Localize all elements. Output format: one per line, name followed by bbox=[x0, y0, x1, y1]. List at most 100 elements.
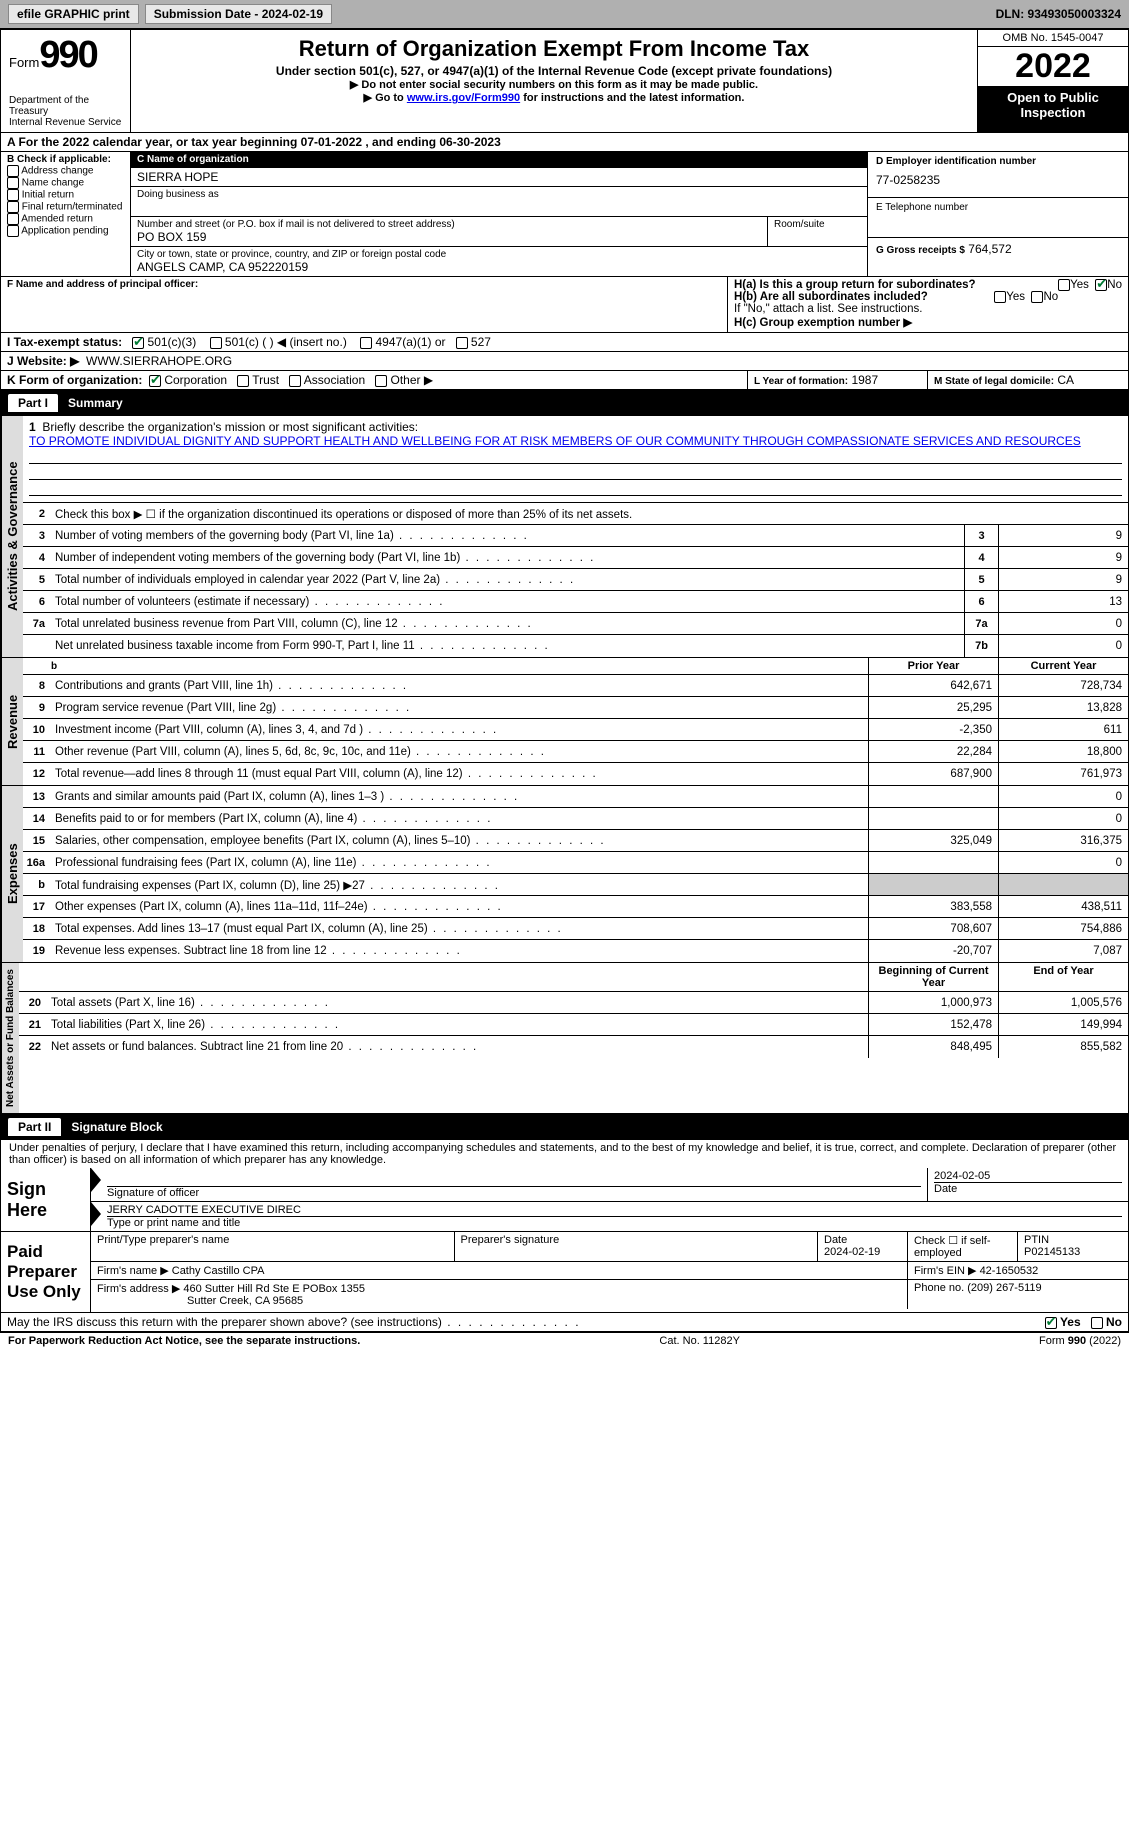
line-desc: Revenue less expenses. Subtract line 18 … bbox=[51, 943, 868, 959]
ha-yes-checkbox[interactable] bbox=[1058, 279, 1070, 291]
sign-here-label: Sign Here bbox=[1, 1168, 91, 1231]
ha-label: H(a) Is this a group return for subordin… bbox=[734, 279, 976, 291]
section-b-checkbox[interactable] bbox=[7, 177, 19, 189]
mission-text[interactable]: TO PROMOTE INDIVIDUAL DIGNITY AND SUPPOR… bbox=[29, 434, 1081, 448]
discuss-no-checkbox[interactable] bbox=[1091, 1317, 1103, 1329]
trust-checkbox[interactable] bbox=[237, 375, 249, 387]
prior-value bbox=[868, 852, 998, 873]
irs-link[interactable]: www.irs.gov/Form990 bbox=[407, 92, 520, 104]
current-value: 855,582 bbox=[998, 1036, 1128, 1058]
prior-value: 22,284 bbox=[868, 741, 998, 762]
line-value: 0 bbox=[998, 635, 1128, 657]
footer-center: Cat. No. 11282Y bbox=[659, 1335, 740, 1347]
section-b-checkbox[interactable] bbox=[7, 225, 19, 237]
addr-value: PO BOX 159 bbox=[137, 230, 761, 244]
paid-preparer-label: Paid Preparer Use Only bbox=[1, 1232, 91, 1312]
officer-name-label: Type or print name and title bbox=[107, 1216, 1122, 1229]
line-desc: Total assets (Part X, line 16) bbox=[47, 995, 868, 1011]
signature-declaration: Under penalties of perjury, I declare th… bbox=[0, 1140, 1129, 1168]
current-value bbox=[998, 874, 1128, 895]
section-b-checkbox[interactable] bbox=[7, 189, 19, 201]
city-value: ANGELS CAMP, CA 952220159 bbox=[137, 260, 861, 274]
prior-value: 848,495 bbox=[868, 1036, 998, 1058]
footer-right: Form 990 (2022) bbox=[1039, 1335, 1121, 1347]
prior-value: 687,900 bbox=[868, 763, 998, 785]
footer-left: For Paperwork Reduction Act Notice, see … bbox=[8, 1335, 360, 1347]
section-f-label: F Name and address of principal officer: bbox=[7, 279, 721, 290]
hb-yes-checkbox[interactable] bbox=[994, 291, 1006, 303]
line-desc: Salaries, other compensation, employee b… bbox=[51, 833, 868, 849]
section-b-checkbox[interactable] bbox=[7, 213, 19, 225]
sig-date: 2024-02-05 bbox=[934, 1170, 1122, 1182]
line-desc: Benefits paid to or for members (Part IX… bbox=[51, 811, 868, 827]
arrow-icon bbox=[91, 1202, 101, 1226]
sig-officer-label: Signature of officer bbox=[107, 1186, 921, 1199]
section-b-checkbox[interactable] bbox=[7, 201, 19, 213]
arrow-icon bbox=[91, 1168, 101, 1192]
prior-value: 1,000,973 bbox=[868, 992, 998, 1013]
527-checkbox[interactable] bbox=[456, 337, 468, 349]
section-b-checkbox[interactable] bbox=[7, 165, 19, 177]
submission-date-button[interactable]: Submission Date - 2024-02-19 bbox=[145, 4, 332, 24]
line-desc: Total unrelated business revenue from Pa… bbox=[51, 616, 964, 632]
current-value: 0 bbox=[998, 852, 1128, 873]
discuss-yes-checkbox[interactable] bbox=[1045, 1317, 1057, 1329]
current-value: 7,087 bbox=[998, 940, 1128, 962]
irs-text: Internal Revenue Service bbox=[9, 117, 122, 128]
vtab-net-assets: Net Assets or Fund Balances bbox=[1, 963, 19, 1113]
line-desc: Contributions and grants (Part VIII, lin… bbox=[51, 678, 868, 694]
current-value: 18,800 bbox=[998, 741, 1128, 762]
firm-phone: (209) 267-5119 bbox=[967, 1282, 1041, 1294]
self-employed: Check ☐ if self-employed bbox=[908, 1232, 1018, 1261]
line-value: 9 bbox=[998, 525, 1128, 546]
501c-checkbox[interactable] bbox=[210, 337, 222, 349]
efile-print-button[interactable]: efile GRAPHIC print bbox=[8, 4, 139, 24]
tax-year: 2022 bbox=[978, 47, 1128, 86]
prep-sig-label: Preparer's signature bbox=[455, 1232, 819, 1261]
ein-value: 77-0258235 bbox=[876, 167, 1120, 193]
section-i-label: I Tax-exempt status: bbox=[7, 335, 122, 349]
current-value: 0 bbox=[998, 808, 1128, 829]
4947-checkbox[interactable] bbox=[360, 337, 372, 349]
section-j-label: J Website: ▶ bbox=[7, 354, 79, 368]
note-ssn: ▶ Do not enter social security numbers o… bbox=[139, 78, 969, 91]
other-checkbox[interactable] bbox=[375, 375, 387, 387]
form-number: 990 bbox=[39, 34, 96, 76]
dln-text: DLN: 93493050003324 bbox=[996, 7, 1121, 21]
vtab-revenue: Revenue bbox=[1, 658, 23, 785]
topbar: efile GRAPHIC print Submission Date - 20… bbox=[0, 0, 1129, 29]
note-link: ▶ Go to www.irs.gov/Form990 for instruct… bbox=[139, 91, 969, 104]
current-value: 149,994 bbox=[998, 1014, 1128, 1035]
dept-text: Department of the Treasury bbox=[9, 95, 122, 117]
part-2-header: Part II Signature Block bbox=[0, 1114, 1129, 1140]
section-g-label: G Gross receipts $ bbox=[876, 245, 965, 256]
corp-checkbox[interactable] bbox=[149, 375, 161, 387]
current-value: 0 bbox=[998, 786, 1128, 807]
hb-label: H(b) Are all subordinates included? bbox=[734, 291, 928, 303]
line-value: 0 bbox=[998, 613, 1128, 634]
assoc-checkbox[interactable] bbox=[289, 375, 301, 387]
current-value: 728,734 bbox=[998, 675, 1128, 696]
omb-number: OMB No. 1545-0047 bbox=[978, 30, 1128, 47]
prior-value: 642,671 bbox=[868, 675, 998, 696]
line-desc: Total number of volunteers (estimate if … bbox=[51, 594, 964, 610]
line-desc: Grants and similar amounts paid (Part IX… bbox=[51, 789, 868, 805]
vtab-activities: Activities & Governance bbox=[1, 416, 23, 657]
501c3-checkbox[interactable] bbox=[132, 337, 144, 349]
section-k-label: K Form of organization: bbox=[7, 373, 142, 387]
city-label: City or town, state or province, country… bbox=[137, 249, 861, 260]
hb-no-checkbox[interactable] bbox=[1031, 291, 1043, 303]
prep-print-label: Print/Type preparer's name bbox=[91, 1232, 455, 1261]
year-formation: 1987 bbox=[851, 373, 878, 387]
ha-no-checkbox[interactable] bbox=[1095, 279, 1107, 291]
current-value: 438,511 bbox=[998, 896, 1128, 917]
firm-addr2: Sutter Creek, CA 95685 bbox=[97, 1295, 303, 1307]
line-desc: Number of independent voting members of … bbox=[51, 550, 964, 566]
current-value: 611 bbox=[998, 719, 1128, 740]
current-value: 761,973 bbox=[998, 763, 1128, 785]
line-desc: Program service revenue (Part VIII, line… bbox=[51, 700, 868, 716]
section-d-label: D Employer identification number bbox=[876, 156, 1120, 167]
section-e-label: E Telephone number bbox=[876, 202, 1120, 213]
prior-value: 325,049 bbox=[868, 830, 998, 851]
prior-value bbox=[868, 786, 998, 807]
